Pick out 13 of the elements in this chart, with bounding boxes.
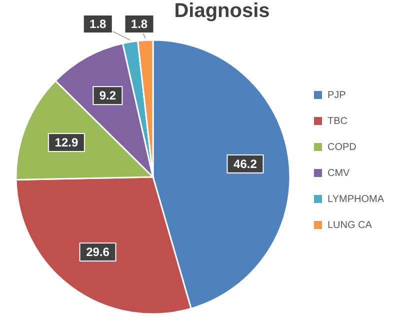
legend-label: TBC	[328, 116, 348, 126]
data-label: 1.8	[130, 17, 148, 31]
data-label: 9.2	[99, 88, 116, 103]
data-label: 46.2	[234, 156, 258, 171]
legend-label: LYMPHOMA	[328, 194, 384, 204]
chart-title: Diagnosis	[173, 0, 271, 23]
legend-label: PJP	[328, 90, 346, 100]
data-label: 1.8	[90, 17, 107, 31]
data-label: 29.6	[86, 245, 110, 260]
legend-label: COPD	[328, 142, 356, 152]
legend-label: CMV	[328, 168, 350, 178]
legend-label: LUNG CA	[328, 220, 372, 230]
data-label: 12.9	[54, 136, 78, 150]
